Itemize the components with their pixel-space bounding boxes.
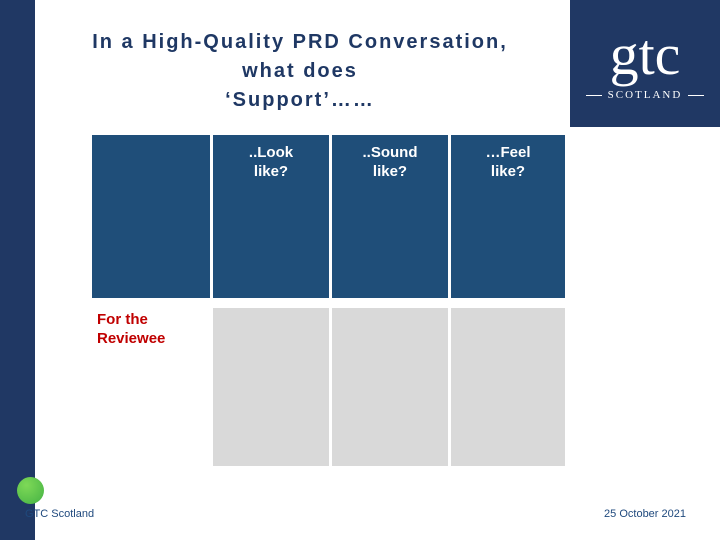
cell-reviewee-feel <box>451 308 565 466</box>
logo-wordmark: gtc <box>609 22 681 87</box>
header-cell-sound: ..Sound like? <box>332 135 448 298</box>
title-line-3: ‘Support’…… <box>225 89 375 111</box>
support-table: ..Look like? ..Sound like? …Feel like? F… <box>92 135 565 466</box>
footer-organisation: GTC Scotland <box>25 508 95 520</box>
header-cell-feel: …Feel like? <box>451 135 565 298</box>
logo-subtext-row: SCOTLAND <box>585 89 705 101</box>
left-accent-bar <box>0 0 35 540</box>
cell-reviewee-look <box>213 308 329 466</box>
logo-rule-left <box>585 94 602 96</box>
logo-rule-right <box>688 94 705 96</box>
slide-title: In a High-Quality PRD Conversation, what… <box>38 28 562 115</box>
header-cell-look: ..Look like? <box>213 135 329 298</box>
green-dot-decoration <box>17 477 44 504</box>
title-line-2: what does <box>242 60 358 82</box>
footer-date: 25 October 2021 <box>604 508 686 520</box>
title-line-1: In a High-Quality PRD Conversation, <box>92 31 508 53</box>
row-label-reviewee: For the Reviewee <box>92 308 210 466</box>
logo-region-label: SCOTLAND <box>607 89 683 101</box>
header-cell-empty <box>92 135 210 298</box>
cell-reviewee-sound <box>332 308 448 466</box>
gtc-logo: gtc SCOTLAND <box>570 0 720 127</box>
